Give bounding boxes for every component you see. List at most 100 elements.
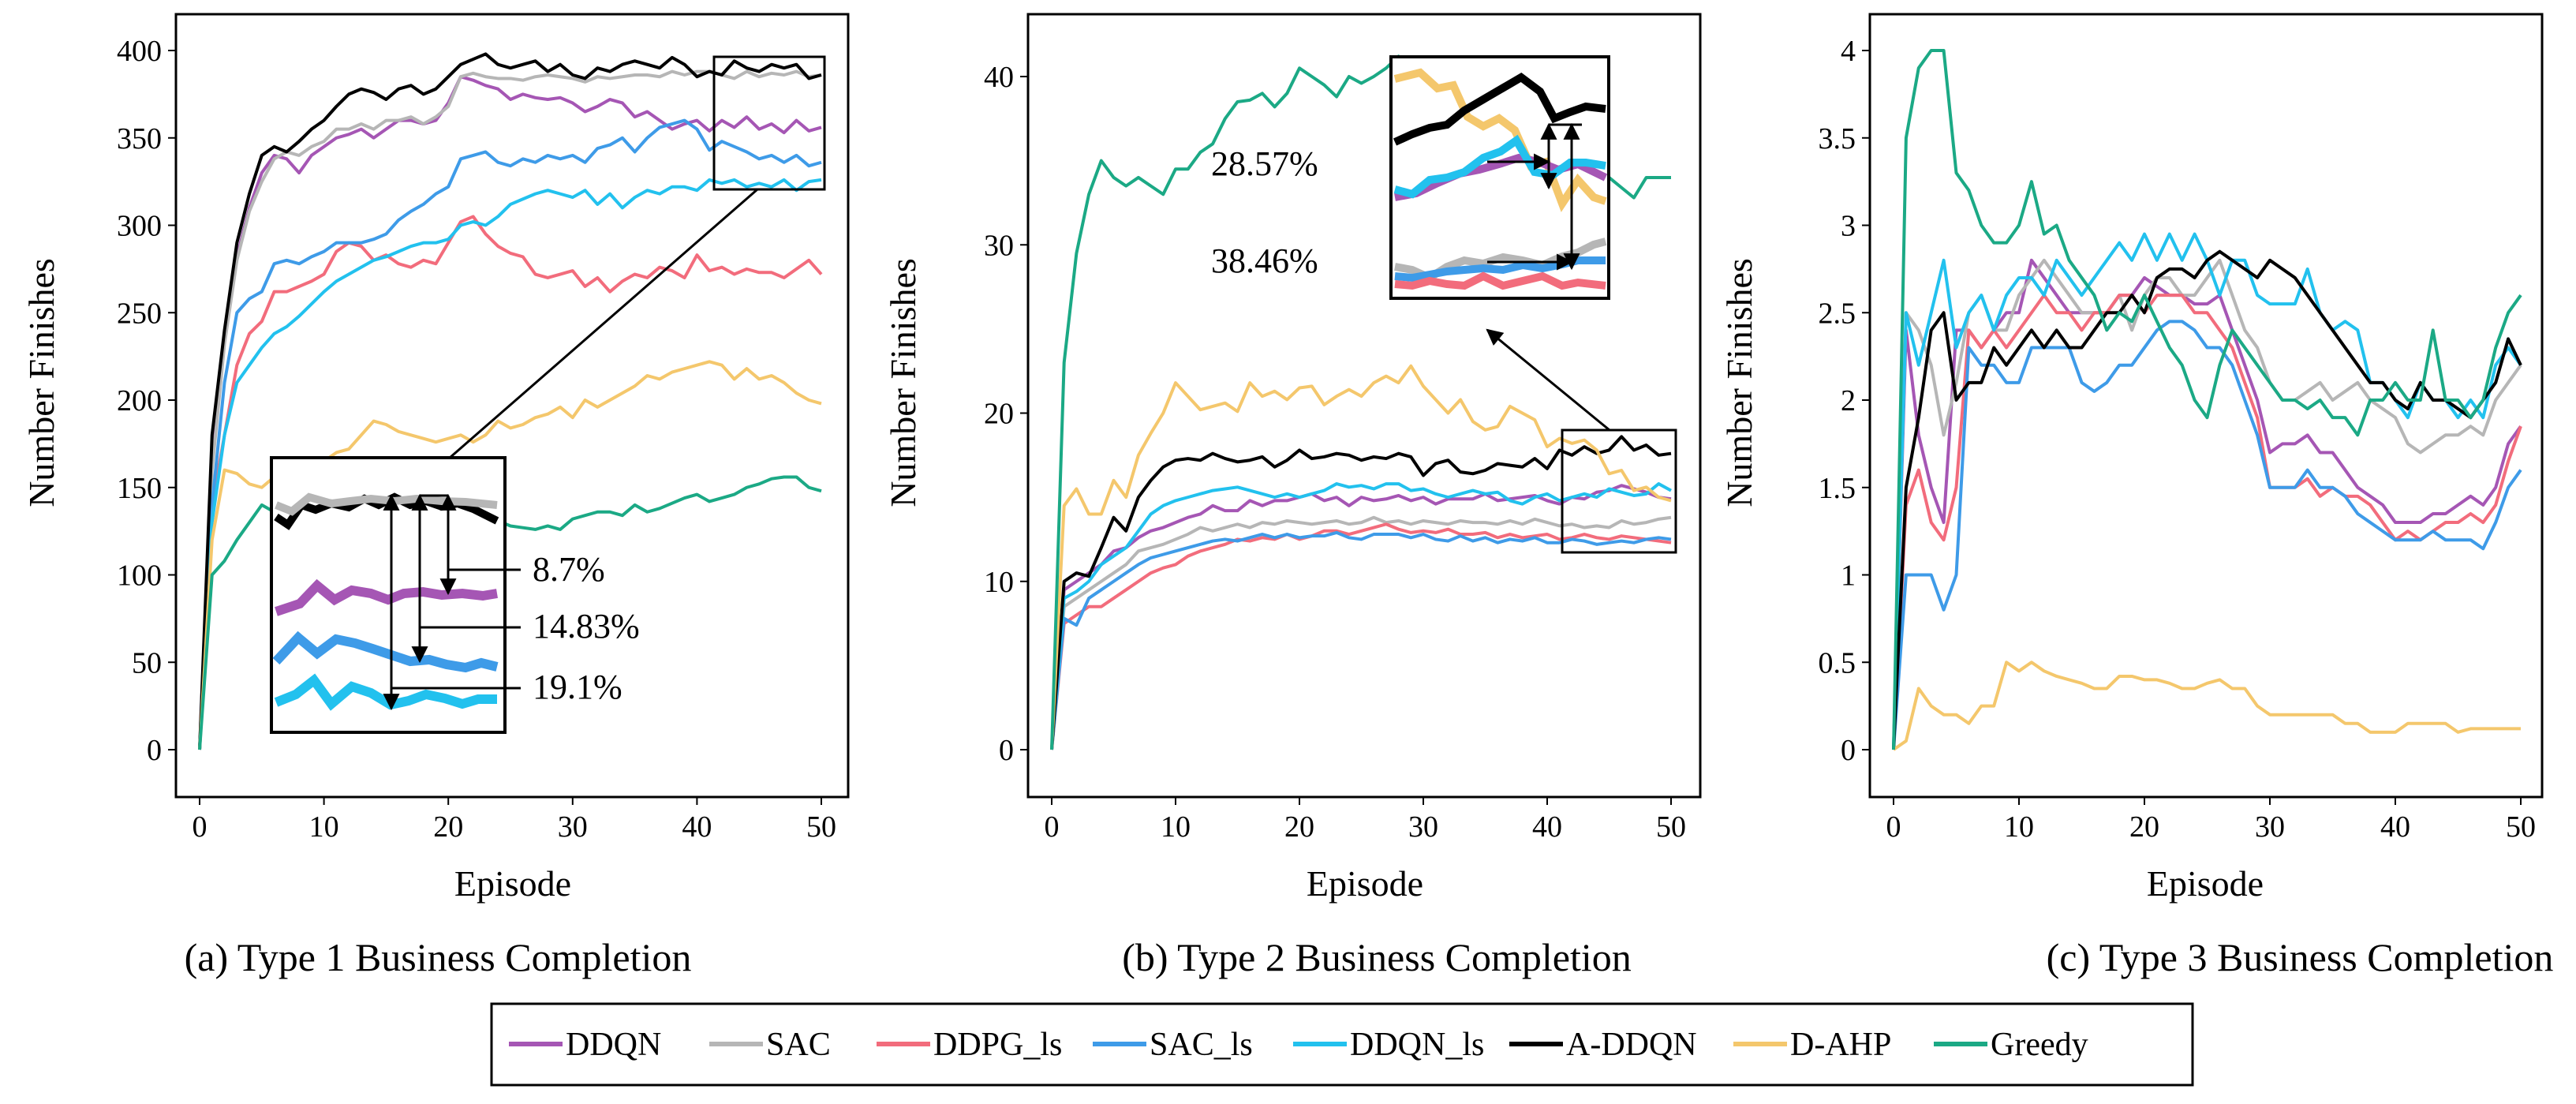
x-tick-label: 0 bbox=[193, 810, 208, 844]
panel-a-annotation-3: 19.1% bbox=[533, 668, 623, 706]
panel-b-caption: (b) Type 2 Business Completion bbox=[1122, 935, 1632, 979]
x-tick-label: 10 bbox=[2004, 810, 2034, 844]
y-tick-label: 3.5 bbox=[1819, 122, 1856, 155]
y-tick-label: 30 bbox=[984, 229, 1014, 262]
panel-b-annotation-1: 28.57% bbox=[1211, 144, 1318, 183]
panel-a-inset-brackets bbox=[383, 493, 521, 711]
panel-a-zoom-arrow bbox=[423, 188, 758, 481]
legend-label: DDQN_ls bbox=[1350, 1027, 1484, 1063]
x-tick-label: 30 bbox=[558, 810, 588, 844]
x-tick-label: 20 bbox=[2129, 810, 2159, 844]
legend: DDQN SAC DDPG_ls SAC_ls DDQN_ls A-DDQN D-AHP Gr… bbox=[490, 1002, 2194, 1087]
series-d-ahp bbox=[1050, 364, 1672, 750]
y-tick-label: 40 bbox=[984, 61, 1014, 94]
series-sac bbox=[1892, 258, 2522, 750]
legend-label: DDPG_ls bbox=[933, 1027, 1062, 1063]
panel-a-annotation-1: 8.7% bbox=[533, 550, 605, 589]
series-sac-ls bbox=[198, 118, 822, 750]
series-ddpg-ls bbox=[1892, 294, 2522, 750]
panel-a-inset bbox=[270, 456, 521, 734]
panel-a-ylabel: Number Finishes bbox=[21, 258, 62, 507]
series-sac bbox=[1050, 515, 1672, 750]
x-tick-label: 0 bbox=[1045, 810, 1060, 844]
y-tick-label: 0.5 bbox=[1819, 646, 1856, 679]
x-tick-label: 50 bbox=[806, 810, 836, 844]
y-tick-label: 100 bbox=[117, 559, 162, 593]
panel-a-caption: (a) Type 1 Business Completion bbox=[185, 935, 692, 979]
panel-b-lines bbox=[1050, 54, 1672, 750]
panel-b-zoom-region bbox=[1561, 429, 1677, 554]
series-greedy bbox=[1892, 49, 2522, 750]
series-ddqn-ls bbox=[198, 178, 822, 750]
y-tick-label: 50 bbox=[132, 646, 162, 679]
panel-a-xlabel: Episode bbox=[454, 863, 571, 904]
x-tick-label: 30 bbox=[1408, 810, 1438, 844]
series-sac-ls bbox=[1892, 320, 2522, 750]
y-tick-label: 1.5 bbox=[1819, 472, 1856, 505]
series-a-ddqn bbox=[1892, 249, 2522, 750]
series-ddqn-ls bbox=[1050, 482, 1672, 750]
series-ddqn bbox=[198, 75, 822, 750]
x-tick-label: 40 bbox=[1532, 810, 1562, 844]
x-tick-label: 10 bbox=[309, 810, 339, 844]
x-tick-label: 50 bbox=[2506, 810, 2536, 844]
legend-label: DDQN bbox=[566, 1027, 661, 1063]
series-d-ahp bbox=[1892, 661, 2521, 751]
x-tick-label: 20 bbox=[433, 810, 463, 844]
x-tick-label: 0 bbox=[1886, 810, 1901, 844]
series-ddpg-ls bbox=[198, 215, 823, 750]
panel-c-axes: 0 10 20 30 40 50 0 0.5 1 1.5 2 2.5 3 3.5 4 bbox=[1819, 35, 2537, 844]
panel-c-caption: (c) Type 3 Business Completion bbox=[2047, 935, 2554, 979]
panel-c-ylabel: Number Finishes bbox=[1719, 258, 1759, 507]
panel-b-ylabel: Number Finishes bbox=[883, 258, 923, 507]
series-sac-ls bbox=[1050, 530, 1672, 750]
legend-items: DDQN SAC DDPG_ls SAC_ls DDQN_ls A-DDQN D-AHP Gr… bbox=[509, 1027, 2088, 1063]
series-a-ddqn bbox=[1050, 435, 1672, 750]
panel-b-inset bbox=[1389, 55, 1610, 300]
y-tick-label: 350 bbox=[117, 122, 162, 155]
y-tick-label: 250 bbox=[117, 297, 162, 330]
y-tick-label: 0 bbox=[147, 734, 162, 767]
y-tick-label: 0 bbox=[1841, 734, 1856, 767]
legend-label: Greedy bbox=[1991, 1027, 2088, 1063]
series-ddpg-ls bbox=[1050, 522, 1672, 750]
x-tick-label: 50 bbox=[1656, 810, 1686, 844]
panel-b-axes: 0 10 20 30 40 50 0 10 20 30 40 bbox=[984, 61, 1686, 844]
y-tick-label: 0 bbox=[999, 734, 1014, 767]
panel-c-lines bbox=[1892, 49, 2522, 751]
y-tick-label: 2 bbox=[1841, 384, 1856, 417]
y-tick-label: 4 bbox=[1841, 35, 1856, 68]
series-a-ddqn bbox=[198, 52, 822, 750]
panel-a: 0 10 20 30 40 50 0 50 100 150 200 250 300 350 400 Epis… bbox=[21, 13, 850, 979]
panel-a-axes: 0 10 20 30 40 50 0 50 100 150 200 250 300 350 400 bbox=[117, 35, 836, 844]
y-tick-label: 10 bbox=[984, 566, 1014, 599]
panel-a-zoom-region bbox=[712, 55, 826, 191]
panel-b-zoom-arrow bbox=[1486, 328, 1610, 432]
panel-b-xlabel: Episode bbox=[1307, 863, 1423, 904]
y-tick-label: 2.5 bbox=[1819, 297, 1856, 330]
y-tick-label: 300 bbox=[117, 210, 162, 243]
x-tick-label: 20 bbox=[1284, 810, 1314, 844]
y-tick-label: 400 bbox=[117, 35, 162, 68]
panel-c: 0 10 20 30 40 50 0 0.5 1 1.5 2 2.5 3 3.5 4 Episode Num… bbox=[1719, 13, 2554, 979]
y-tick-label: 150 bbox=[117, 472, 162, 505]
x-tick-label: 40 bbox=[2380, 810, 2410, 844]
y-tick-label: 3 bbox=[1841, 210, 1856, 243]
y-tick-label: 20 bbox=[984, 398, 1014, 431]
panel-b: 0 10 20 30 40 50 0 10 20 30 40 Episode Number Fini… bbox=[883, 13, 1702, 979]
legend-label: SAC_ls bbox=[1150, 1027, 1253, 1063]
panel-c-xlabel: Episode bbox=[2147, 863, 2264, 904]
legend-label: A-DDQN bbox=[1566, 1027, 1697, 1063]
y-tick-label: 1 bbox=[1841, 559, 1856, 593]
series-ddqn bbox=[1892, 258, 2522, 750]
y-tick-label: 200 bbox=[117, 384, 162, 417]
panel-b-inset-brackets bbox=[1487, 122, 1582, 271]
x-tick-label: 10 bbox=[1161, 810, 1191, 844]
x-tick-label: 30 bbox=[2255, 810, 2285, 844]
legend-label: SAC bbox=[766, 1027, 831, 1063]
panel-b-annotation-2: 38.46% bbox=[1211, 241, 1318, 280]
x-tick-label: 40 bbox=[682, 810, 712, 844]
panel-a-annotation-2: 14.83% bbox=[533, 607, 640, 646]
legend-label: D-AHP bbox=[1790, 1027, 1891, 1063]
